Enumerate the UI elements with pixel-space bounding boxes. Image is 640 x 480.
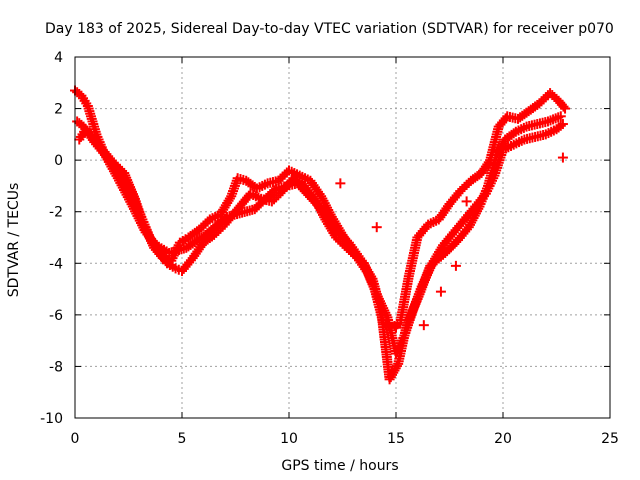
y-tick-label: 2 — [54, 102, 63, 118]
data-point — [391, 322, 401, 333]
x-tick-label: 25 — [601, 431, 619, 447]
x-tick-label: 0 — [71, 431, 80, 447]
data-point — [557, 152, 568, 163]
y-tick-label: -6 — [49, 308, 63, 324]
y-tick-label: 4 — [54, 50, 63, 66]
data-point — [418, 320, 429, 331]
plot-frame — [74, 56, 611, 419]
data-point — [335, 178, 346, 189]
y-tick-label: -10 — [40, 411, 63, 427]
data-point — [371, 222, 382, 233]
data-point — [560, 103, 571, 114]
data-point — [557, 119, 568, 130]
x-axis-label: GPS time / hours — [281, 458, 398, 474]
y-axis-label: SDTVAR / TECUs — [6, 183, 22, 298]
x-tick-label: 5 — [178, 431, 187, 447]
data-point — [555, 111, 566, 122]
y-tick-label: 0 — [54, 153, 63, 169]
x-tick-label: 15 — [387, 431, 405, 447]
x-tick-labels: 0 5 10 15 20 25 — [71, 431, 619, 447]
y-tick-label: -4 — [49, 256, 63, 272]
chart-title: Day 183 of 2025, Sidereal Day-to-day VTE… — [45, 21, 614, 37]
y-tick-label: -2 — [49, 205, 63, 221]
x-tick-label: 10 — [280, 431, 298, 447]
data-point — [450, 260, 461, 271]
data-points — [70, 85, 571, 385]
y-tick-labels: -10 -8 -6 -4 -2 0 2 4 — [40, 50, 63, 427]
y-tick-label: -8 — [49, 359, 63, 375]
data-point — [461, 196, 472, 207]
x-tick-label: 20 — [494, 431, 512, 447]
data-point — [435, 286, 446, 297]
